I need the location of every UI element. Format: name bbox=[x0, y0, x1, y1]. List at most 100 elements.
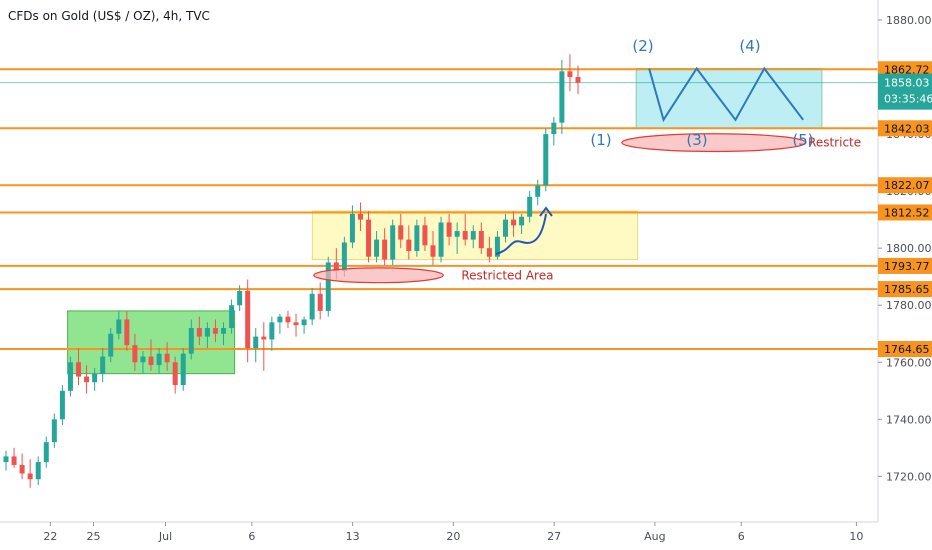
candle-body bbox=[357, 213, 363, 220]
candle-body bbox=[269, 322, 275, 340]
candle-body bbox=[229, 305, 235, 329]
wave-label: (3) bbox=[686, 131, 707, 149]
level-label-bg bbox=[878, 340, 932, 357]
candle-body bbox=[108, 333, 114, 357]
candle-body bbox=[237, 290, 243, 306]
candle-body bbox=[422, 225, 428, 246]
wave-label: (2) bbox=[632, 37, 653, 55]
level-label-bg bbox=[878, 120, 932, 137]
candle-body bbox=[430, 245, 436, 257]
candle-body bbox=[188, 328, 194, 354]
candle-body bbox=[398, 225, 404, 240]
candle-body bbox=[559, 71, 565, 123]
level-label: 1785.65 bbox=[884, 283, 930, 296]
candle-body bbox=[84, 376, 90, 383]
candle-body bbox=[341, 242, 347, 271]
candle-body bbox=[43, 442, 49, 463]
wave-path bbox=[648, 66, 804, 123]
candles-layer bbox=[3, 54, 581, 488]
y-tick-label: 1720.00 bbox=[886, 470, 932, 483]
y-tick-label: 1880.00 bbox=[886, 14, 932, 27]
x-tick-label: 6 bbox=[248, 530, 255, 543]
candle-body bbox=[277, 316, 283, 323]
x-tick-label: 10 bbox=[849, 530, 863, 543]
candle-body bbox=[293, 322, 299, 326]
candle-body bbox=[575, 77, 581, 83]
candle-body bbox=[478, 231, 484, 249]
candle-body bbox=[333, 262, 339, 271]
levels-layer bbox=[0, 68, 878, 350]
restricted-area-label: Restricte bbox=[808, 136, 861, 150]
candle-body bbox=[212, 328, 218, 334]
level-label-bg bbox=[878, 61, 932, 78]
wave-label: (5) bbox=[792, 131, 813, 149]
candle-body bbox=[116, 319, 122, 334]
candle-body bbox=[132, 345, 138, 363]
candle-body bbox=[502, 219, 508, 237]
level-label: 1812.52 bbox=[884, 206, 930, 219]
y-tick-label: 1740.00 bbox=[886, 413, 932, 426]
level-label: 1862.72 bbox=[884, 63, 930, 76]
candle-body bbox=[406, 239, 412, 252]
candle-body bbox=[511, 219, 517, 226]
restricted-area-label: Restricted Area bbox=[461, 268, 553, 282]
level-label-bg bbox=[878, 257, 932, 274]
level-label: 1822.07 bbox=[884, 179, 930, 192]
candle-body bbox=[11, 456, 17, 465]
candle-body bbox=[140, 356, 146, 363]
candle-body bbox=[446, 222, 452, 237]
y-tick-label: 1780.00 bbox=[886, 299, 932, 312]
candle-body bbox=[27, 473, 33, 480]
current-price-bg bbox=[878, 73, 932, 110]
x-tick-label: 27 bbox=[547, 530, 561, 543]
candle-body bbox=[59, 390, 65, 420]
candle-body bbox=[366, 219, 372, 257]
restricted-area-ellipse bbox=[313, 267, 444, 284]
candle-body bbox=[301, 319, 307, 326]
countdown-label: 03:35:46 bbox=[884, 93, 932, 106]
candle-body bbox=[156, 353, 162, 366]
candle-body bbox=[19, 464, 25, 474]
candle-body bbox=[172, 362, 178, 386]
x-tick-label: 13 bbox=[346, 530, 360, 543]
candle-body bbox=[261, 336, 267, 340]
candle-body bbox=[438, 222, 444, 257]
x-tick-label: 6 bbox=[738, 530, 745, 543]
candle-body bbox=[76, 362, 82, 377]
candle-body bbox=[454, 231, 460, 237]
x-tick-label: Jul bbox=[158, 530, 172, 543]
candle-body bbox=[551, 122, 557, 135]
x-tick-label: 25 bbox=[87, 530, 101, 543]
candle-body bbox=[567, 71, 573, 78]
candle-body bbox=[148, 356, 154, 366]
x-tick-label: 22 bbox=[43, 530, 57, 543]
current-price-label: 1858.03 bbox=[884, 77, 930, 90]
annotations-layer: Restricted Area Restricte (1) (2) (3) (4) (5) bbox=[313, 37, 861, 284]
candle-body bbox=[180, 353, 186, 386]
candle-body bbox=[221, 328, 227, 334]
candle-body bbox=[382, 239, 388, 260]
candle-body bbox=[527, 196, 533, 217]
wave-label: (1) bbox=[590, 131, 611, 149]
candle-body bbox=[196, 328, 202, 337]
candle-body bbox=[535, 185, 541, 197]
candle-body bbox=[317, 293, 323, 311]
candle-body bbox=[164, 353, 170, 363]
candle-body bbox=[92, 373, 98, 383]
wave-label: (4) bbox=[739, 37, 760, 55]
x-tick-label: Aug bbox=[644, 530, 665, 543]
level-label: 1793.77 bbox=[884, 260, 930, 273]
candle-body bbox=[390, 225, 396, 260]
candle-body bbox=[309, 293, 315, 320]
candle-body bbox=[204, 328, 210, 337]
y-tick-label: 1800.00 bbox=[886, 242, 932, 255]
x-tick-label: 20 bbox=[446, 530, 460, 543]
level-label: 1842.03 bbox=[884, 122, 930, 135]
candle-body bbox=[494, 236, 500, 257]
candle-body bbox=[414, 225, 420, 252]
candle-body bbox=[543, 134, 549, 186]
candle-body bbox=[486, 248, 492, 257]
